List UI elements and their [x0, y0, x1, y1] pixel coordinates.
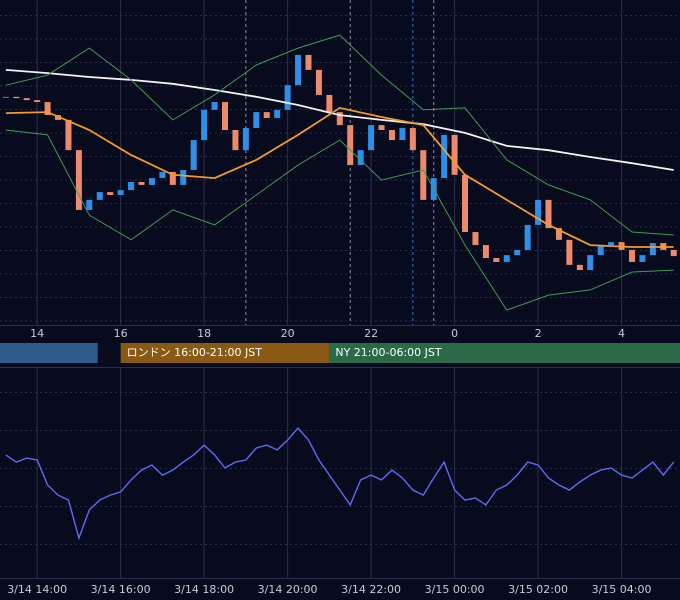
candle — [263, 112, 270, 118]
candle — [670, 249, 677, 257]
candle — [128, 182, 135, 191]
x-tick-label: 3/14 14:00 — [7, 583, 67, 596]
candle — [201, 109, 208, 141]
candle — [587, 255, 594, 271]
candle — [368, 125, 375, 151]
x-tick-label: 3/14 22:00 — [341, 583, 401, 596]
session-label: ロンドン 16:00-21:00 JST — [127, 346, 263, 359]
candle — [493, 258, 500, 262]
candle — [221, 102, 228, 130]
candle — [65, 119, 72, 151]
candle — [211, 102, 218, 110]
candle — [148, 178, 155, 185]
candle — [284, 85, 291, 110]
candle — [336, 112, 343, 126]
candle — [117, 190, 124, 195]
candle — [326, 94, 333, 113]
candle — [190, 140, 197, 170]
candle — [399, 128, 406, 141]
indicator-line — [5, 69, 674, 171]
session-bar — [329, 343, 680, 363]
indicator-line — [5, 129, 674, 311]
x-tick-label: 22 — [364, 327, 378, 340]
candle — [242, 128, 249, 151]
candle — [503, 255, 510, 262]
candle — [576, 264, 583, 271]
candle — [514, 249, 521, 256]
candle — [649, 243, 656, 256]
candle — [462, 174, 469, 233]
x-tick-label: 3/15 04:00 — [592, 583, 652, 596]
candle — [357, 150, 364, 166]
candle — [180, 169, 187, 185]
candle — [315, 69, 322, 95]
candle — [305, 54, 312, 70]
x-tick-label: 0 — [451, 327, 458, 340]
x-tick-label: 3/15 00:00 — [425, 583, 485, 596]
h-grid — [0, 368, 680, 578]
indicator-line — [5, 106, 674, 248]
candle — [472, 232, 479, 246]
x-tick-label: 3/14 16:00 — [91, 583, 151, 596]
candle — [451, 134, 458, 175]
oscillator-line — [5, 427, 675, 541]
candle — [295, 54, 302, 86]
candle — [378, 125, 385, 130]
candle — [555, 228, 562, 240]
candle — [441, 134, 448, 179]
x-tick-label: 2 — [535, 327, 542, 340]
candle — [34, 100, 41, 103]
candle — [535, 199, 542, 225]
x-tick-label: 14 — [30, 327, 44, 340]
candle — [232, 130, 239, 151]
candle — [2, 96, 9, 98]
candle — [639, 255, 646, 262]
candle — [96, 192, 103, 200]
candle — [13, 96, 20, 99]
x-tick-label: 16 — [114, 327, 128, 340]
candle — [347, 125, 354, 166]
session-bar — [120, 343, 330, 363]
session-bar — [0, 343, 98, 363]
candle — [597, 245, 604, 256]
x-tick-label: 3/15 02:00 — [508, 583, 568, 596]
candle — [274, 109, 281, 118]
candle — [608, 242, 615, 246]
candle — [159, 171, 166, 179]
candle — [409, 128, 416, 151]
h-grid — [0, 0, 680, 325]
x-tick-label: 3/14 18:00 — [174, 583, 234, 596]
candle — [628, 249, 635, 262]
candle — [388, 130, 395, 141]
candle — [75, 150, 82, 210]
candle — [107, 192, 114, 195]
x-tick-label: 3/14 20:00 — [258, 583, 318, 596]
candle — [169, 171, 176, 185]
candle — [23, 98, 30, 101]
candle — [482, 245, 489, 259]
candle — [253, 112, 260, 129]
candle — [138, 182, 145, 185]
candle — [524, 224, 531, 250]
candle — [420, 150, 427, 200]
session-label: NY 21:00-06:00 JST — [335, 346, 442, 359]
x-tick-label: 20 — [281, 327, 295, 340]
x-tick-label: 18 — [197, 327, 211, 340]
indicator-line — [5, 34, 674, 236]
candle — [86, 199, 93, 210]
candle — [44, 102, 51, 116]
x-tick-label: 4 — [618, 327, 625, 340]
candle — [545, 199, 552, 229]
candle — [566, 239, 573, 265]
